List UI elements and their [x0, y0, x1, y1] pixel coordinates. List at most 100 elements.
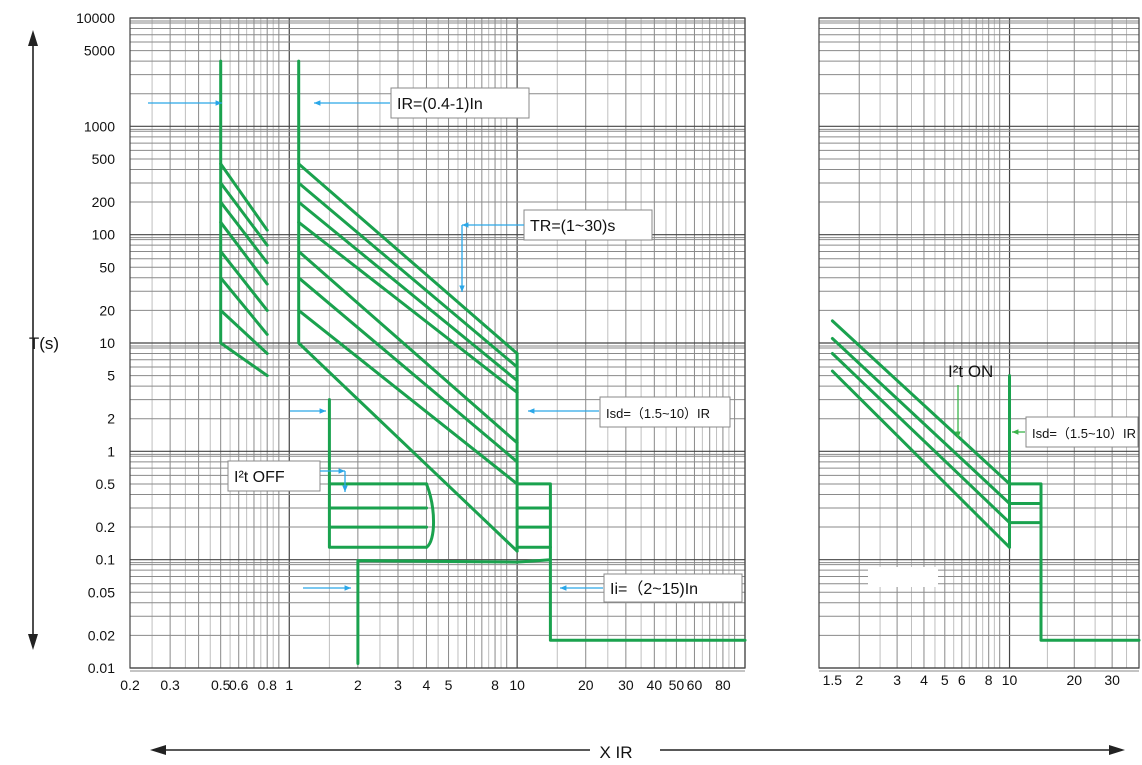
left-main-fan-line: [297, 276, 519, 464]
left-x-tick-label: 60: [687, 677, 703, 693]
left-small-fan-line: [219, 249, 269, 312]
annotation-ii-range-text: Ii=（2~15)In: [610, 580, 698, 598]
annotation-ii-range-box: [603, 573, 743, 603]
left-y-tick-label: 500: [92, 151, 116, 167]
left-plot-curves: [219, 59, 747, 665]
right-x-tick-label: 20: [1066, 672, 1082, 688]
left-x-tick-label: 0.6: [229, 677, 249, 693]
left-series-4: [356, 558, 552, 665]
left-small-fan-line: [219, 308, 269, 355]
left-small-fan-line: [219, 181, 269, 247]
annotations: IR=(0.4-1)In TR=(1~30)s Isd=（1.5~10）IR I²t …: [148, 87, 1139, 603]
x-axis-label: X IR: [599, 743, 632, 762]
left-small-fan-line: [219, 276, 269, 336]
left-x-tick-label: 80: [715, 677, 731, 693]
right-plot-curves: [830, 319, 1141, 642]
left-x-tick-label: 3: [394, 677, 402, 693]
arrow-isd-right: [1012, 429, 1025, 435]
x-axis-arrow-left: [150, 745, 166, 755]
right-plot-ticks: 1.5 2 3 4 5 6 8 10 20 30: [823, 672, 1121, 688]
annotation-tr-range-text: TR=(1~30)s: [530, 218, 615, 235]
left-plot-grid: [129, 17, 746, 672]
left-small-fan-line: [219, 162, 269, 232]
left-main-fan-line: [297, 249, 519, 445]
right-x-tick-label: 6: [958, 672, 966, 688]
right-x-tick-label: 3: [893, 672, 901, 688]
y-axis-arrow-up: [28, 30, 38, 46]
right-x-tick-label: 5: [941, 672, 949, 688]
annotation-isd-range-right-text: Isd=（1.5~10）IR: [1032, 426, 1136, 441]
left-y-tick-label: 0.5: [96, 476, 116, 492]
annotation-isd-range-right-box: [1025, 416, 1139, 448]
right-x-tick-label: 30: [1104, 672, 1120, 688]
left-y-tick-label: 10: [99, 335, 115, 351]
left-x-tick-label: 4: [423, 677, 431, 693]
left-y-tick-label: 1: [107, 443, 115, 459]
right-series-5: [1008, 482, 1141, 642]
left-i2t-off-curve: [425, 482, 435, 549]
annotation-ir-range: IR=(0.4-1)In: [390, 87, 530, 119]
left-y-tick-label: 10000: [76, 10, 115, 26]
left-x-tick-label: 2: [354, 677, 362, 693]
annotation-isd-range-right: Isd=（1.5~10）IR: [1025, 416, 1139, 448]
left-series-5: [515, 482, 747, 642]
annotation-i2t-off-text: I²t OFF: [234, 469, 285, 486]
arrow-ir-range: [314, 100, 390, 106]
annotation-i2t-off: I²t OFF: [227, 460, 321, 492]
left-main-fan-line: [297, 308, 519, 486]
arrow-i2t-on: [955, 385, 961, 438]
arrow-tr-v: [459, 225, 465, 292]
right-x-tick-label: 2: [855, 672, 863, 688]
arrow-isd-range: [528, 408, 599, 414]
left-y-tick-label: 2: [107, 411, 115, 427]
left-main-fan-line: [297, 220, 519, 394]
left-main-fan-line: [297, 162, 519, 355]
right-series-1: [830, 319, 1011, 486]
right-series-2: [830, 337, 1011, 505]
left-main-fan-line: [297, 200, 519, 383]
left-x-tick-label: 8: [491, 677, 499, 693]
axis-labels: T(s) X IR: [28, 30, 1125, 762]
right-plot-grid: [818, 17, 1140, 672]
right-frame: [818, 17, 1140, 669]
left-y-tick-label: 100: [92, 227, 116, 243]
left-y-tick-label: 0.1: [96, 552, 116, 568]
annotation-ir-range-text: IR=(0.4-1)In: [397, 96, 483, 113]
annotation-ii-range: Ii=（2~15)In: [603, 573, 743, 603]
annotation-i2t-on: I²t ON: [948, 362, 993, 381]
arrow-i2t-off-v: [342, 471, 348, 492]
left-main-fan-line: [297, 181, 519, 369]
right-blank-patch: [868, 567, 938, 587]
left-y-tick-label: 5000: [84, 43, 115, 59]
annotation-ir-range-box: [390, 87, 530, 119]
left-plot-ticks: 0.2 0.3 0.50.6 0.8 1 2 3 4 5 8 10 20 30 40 50 60 8010000…: [76, 10, 731, 693]
x-axis-arrow-right: [1109, 745, 1125, 755]
annotation-isd-range: Isd=（1.5~10）IR: [599, 396, 731, 428]
left-x-tick-label: 50: [669, 677, 685, 693]
arrow-left-ir: [148, 100, 222, 106]
annotation-isd-range-box: [599, 396, 731, 428]
right-x-tick-label: 8: [985, 672, 993, 688]
annotation-i2t-off-box: [227, 460, 321, 492]
left-series-2: [297, 59, 519, 553]
left-y-tick-label: 0.05: [88, 584, 115, 600]
y-axis-label: T(s): [29, 334, 59, 353]
left-small-fan-line: [219, 220, 269, 286]
arrow-left-ii: [303, 585, 351, 591]
right-series-4: [830, 369, 1011, 549]
left-x-tick-label: 1: [285, 677, 293, 693]
arrow-left-isd: [290, 408, 326, 414]
left-y-tick-label: 0.02: [88, 627, 115, 643]
left-x-tick-label: 30: [618, 677, 634, 693]
left-frame: [129, 17, 746, 669]
left-x-tick-label: 0.2: [120, 677, 140, 693]
left-series-1: [219, 59, 269, 378]
left-x-tick-label: 0.5: [211, 677, 231, 693]
left-y-tick-label: 20: [99, 302, 115, 318]
left-small-fan-line: [219, 200, 269, 265]
y-axis-arrow-down: [28, 634, 38, 650]
right-x-tick-label: 10: [1002, 672, 1018, 688]
left-y-tick-label: 5: [107, 368, 115, 384]
left-x-tick-label: 0.8: [257, 677, 277, 693]
